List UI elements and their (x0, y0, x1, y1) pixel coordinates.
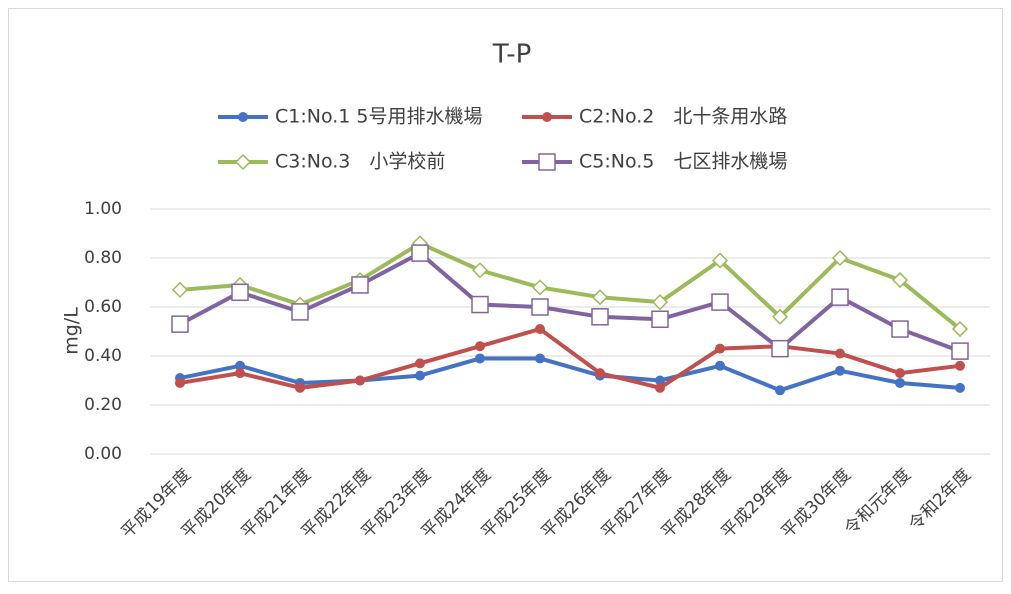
y-tick-label: 0.40 (84, 346, 122, 366)
chart-title: T-P (492, 40, 532, 70)
marker (471, 262, 489, 279)
marker (538, 153, 556, 171)
marker (291, 303, 309, 321)
marker (771, 339, 789, 358)
marker (835, 365, 845, 376)
marker (235, 368, 245, 379)
marker (175, 377, 185, 388)
marker (351, 276, 369, 294)
marker (895, 377, 905, 388)
marker (475, 341, 485, 352)
marker (411, 244, 429, 262)
marker (895, 368, 905, 379)
marker (535, 324, 545, 335)
marker (235, 360, 245, 371)
marker (475, 353, 485, 364)
marker (591, 289, 609, 306)
marker (595, 368, 605, 379)
marker (715, 360, 725, 371)
marker (355, 375, 365, 386)
marker (231, 283, 249, 302)
legend-label: C3:No.3 小学校前 (275, 151, 445, 173)
legend-label: C5:No.5 七区排水機場 (579, 151, 787, 173)
marker (531, 298, 549, 316)
marker (655, 382, 665, 393)
marker (955, 382, 965, 393)
marker (711, 293, 729, 311)
series-line (179, 327, 961, 390)
marker (591, 308, 609, 326)
marker (238, 112, 248, 122)
marker (234, 153, 252, 171)
y-tick-label: 0.20 (84, 395, 122, 415)
y-axis-label: mg/L (61, 307, 83, 355)
marker (891, 271, 909, 289)
y-tick-label: 0.60 (84, 297, 122, 317)
marker (831, 249, 849, 267)
y-tick-label: 1.00 (84, 199, 122, 219)
series-line (179, 356, 961, 393)
series-line (179, 241, 962, 331)
marker (471, 295, 489, 314)
marker (951, 320, 969, 338)
marker (655, 375, 665, 386)
marker (831, 288, 849, 306)
marker (542, 112, 552, 122)
marker (531, 279, 549, 296)
y-tick-label: 0.80 (84, 248, 122, 268)
marker (715, 343, 725, 354)
marker (711, 252, 729, 269)
marker (651, 294, 669, 311)
marker (535, 353, 545, 364)
series-line (179, 251, 961, 353)
marker (955, 360, 965, 371)
marker (415, 370, 425, 381)
marker (415, 358, 425, 369)
marker (295, 382, 305, 393)
legend-label: C1:No.1 5号用排水機場 (275, 106, 483, 128)
marker (171, 315, 189, 333)
marker (651, 310, 669, 328)
marker (775, 385, 785, 396)
y-tick-label: 0.00 (84, 444, 122, 464)
marker (951, 342, 969, 360)
marker (835, 348, 845, 359)
marker (891, 320, 909, 338)
legend-label: C2:No.2 北十条用水路 (579, 106, 787, 128)
marker (171, 281, 189, 298)
marker (771, 308, 789, 325)
